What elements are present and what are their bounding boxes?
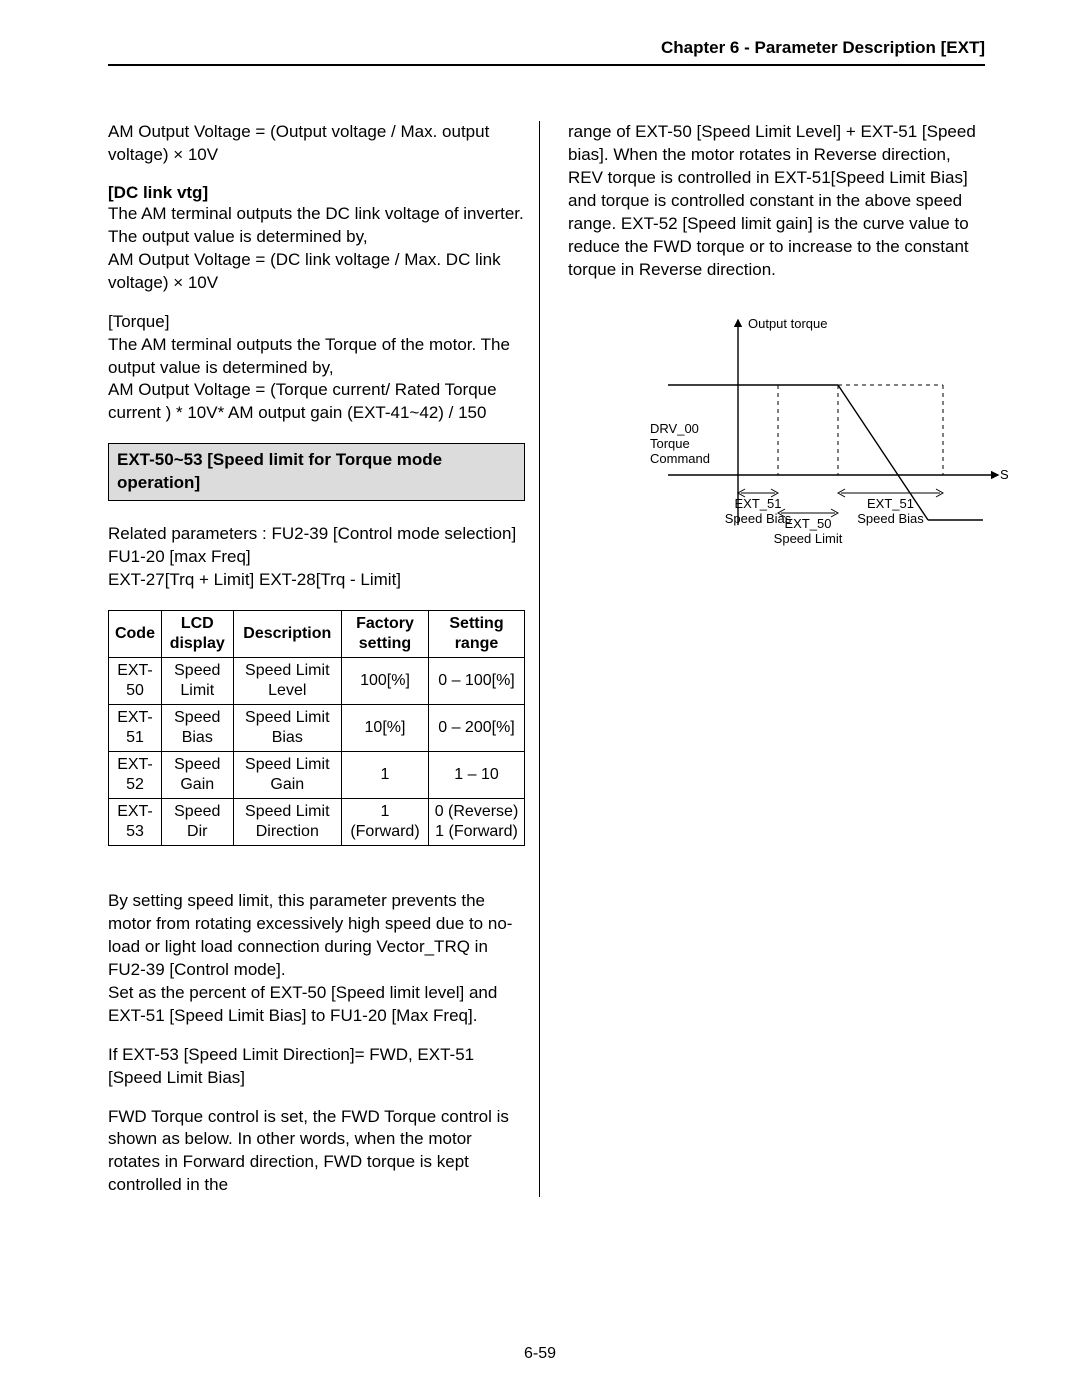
- post-p2: Set as the percent of EXT-50 [Speed limi…: [108, 982, 525, 1028]
- svg-text:Command: Command: [650, 451, 710, 466]
- table-cell: 0 – 100[%]: [428, 658, 524, 705]
- table-cell: EXT-53: [109, 799, 162, 846]
- table-cell: Speed Limit Gain: [233, 752, 341, 799]
- left-column: AM Output Voltage = (Output voltage / Ma…: [108, 121, 540, 1197]
- post-p3: If EXT-53 [Speed Limit Direction]= FWD, …: [108, 1044, 525, 1090]
- svg-text:Speed Bias: Speed Bias: [857, 511, 924, 526]
- svg-text:DRV_00: DRV_00: [650, 421, 699, 436]
- page-number: 6-59: [0, 1345, 1080, 1363]
- svg-text:Speed Limit: Speed Limit: [774, 531, 843, 546]
- table-cell: EXT-50: [109, 658, 162, 705]
- table-row: EXT-50Speed LimitSpeed Limit Level100[%]…: [109, 658, 525, 705]
- related-p1: Related parameters : FU2-39 [Control mod…: [108, 523, 525, 546]
- table-cell: Speed Dir: [161, 799, 233, 846]
- table-cell: 1 – 10: [428, 752, 524, 799]
- table-cell: 10[%]: [341, 705, 428, 752]
- svg-text:EXT_51: EXT_51: [735, 496, 782, 511]
- table-row: EXT-51Speed BiasSpeed Limit Bias10[%]0 –…: [109, 705, 525, 752]
- col-range: Setting range: [428, 611, 524, 658]
- chapter-title: Chapter 6 - Parameter Description [EXT]: [661, 38, 985, 57]
- table-header-row: Code LCD display Description Factory set…: [109, 611, 525, 658]
- table-cell: 1: [341, 752, 428, 799]
- table-cell: EXT-52: [109, 752, 162, 799]
- svg-text:Speed Bias: Speed Bias: [725, 511, 792, 526]
- table-cell: 100[%]: [341, 658, 428, 705]
- svg-text:Speed: Speed: [1000, 467, 1008, 482]
- col-code: Code: [109, 611, 162, 658]
- col-factory: Factory setting: [341, 611, 428, 658]
- svg-text:Torque: Torque: [650, 436, 690, 451]
- related-p2: FU1-20 [max Freq]: [108, 546, 525, 569]
- svg-text:EXT_51: EXT_51: [867, 496, 914, 511]
- diagram-svg: Output torque Speed DRV_00TorqueCommand EXT…: [568, 310, 1008, 570]
- dc-link-p1: The AM terminal outputs the DC link volt…: [108, 203, 525, 249]
- dc-link-formula: AM Output Voltage = (DC link voltage / M…: [108, 249, 525, 295]
- table-cell: 0 (Reverse) 1 (Forward): [428, 799, 524, 846]
- table-cell: Speed Limit Direction: [233, 799, 341, 846]
- svg-text:EXT_50: EXT_50: [785, 516, 832, 531]
- torque-p1: The AM terminal outputs the Torque of th…: [108, 334, 525, 380]
- two-column-layout: AM Output Voltage = (Output voltage / Ma…: [108, 121, 985, 1197]
- page-header: Chapter 6 - Parameter Description [EXT]: [108, 38, 985, 66]
- torque-speed-diagram: Output torqueSpeedDRV_00TorqueCommandEXT…: [568, 310, 985, 575]
- dc-link-heading: [DC link vtg]: [108, 183, 525, 203]
- intro-formula: AM Output Voltage = (Output voltage / Ma…: [108, 121, 525, 167]
- table-cell: EXT-51: [109, 705, 162, 752]
- post-p4: FWD Torque control is set, the FWD Torqu…: [108, 1106, 525, 1198]
- table-cell: Speed Bias: [161, 705, 233, 752]
- torque-heading: [Torque]: [108, 311, 525, 334]
- table-row: EXT-52Speed GainSpeed Limit Gain11 – 10: [109, 752, 525, 799]
- table-cell: Speed Limit: [161, 658, 233, 705]
- right-column: range of EXT-50 [Speed Limit Level] + EX…: [568, 121, 985, 1197]
- torque-formula: AM Output Voltage = (Torque current/ Rat…: [108, 379, 525, 425]
- table-cell: 1 (Forward): [341, 799, 428, 846]
- table-row: EXT-53Speed DirSpeed Limit Direction1 (F…: [109, 799, 525, 846]
- table-cell: 0 – 200[%]: [428, 705, 524, 752]
- right-p1: range of EXT-50 [Speed Limit Level] + EX…: [568, 121, 985, 282]
- svg-text:Output torque: Output torque: [748, 316, 828, 331]
- col-description: Description: [233, 611, 341, 658]
- col-lcd: LCD display: [161, 611, 233, 658]
- table-cell: Speed Gain: [161, 752, 233, 799]
- table-cell: Speed Limit Bias: [233, 705, 341, 752]
- post-p1: By setting speed limit, this parameter p…: [108, 890, 525, 982]
- section-banner: EXT-50~53 [Speed limit for Torque mode o…: [108, 443, 525, 501]
- related-p3: EXT-27[Trq + Limit] EXT-28[Trq - Limit]: [108, 569, 525, 592]
- table-cell: Speed Limit Level: [233, 658, 341, 705]
- parameter-table: Code LCD display Description Factory set…: [108, 610, 525, 846]
